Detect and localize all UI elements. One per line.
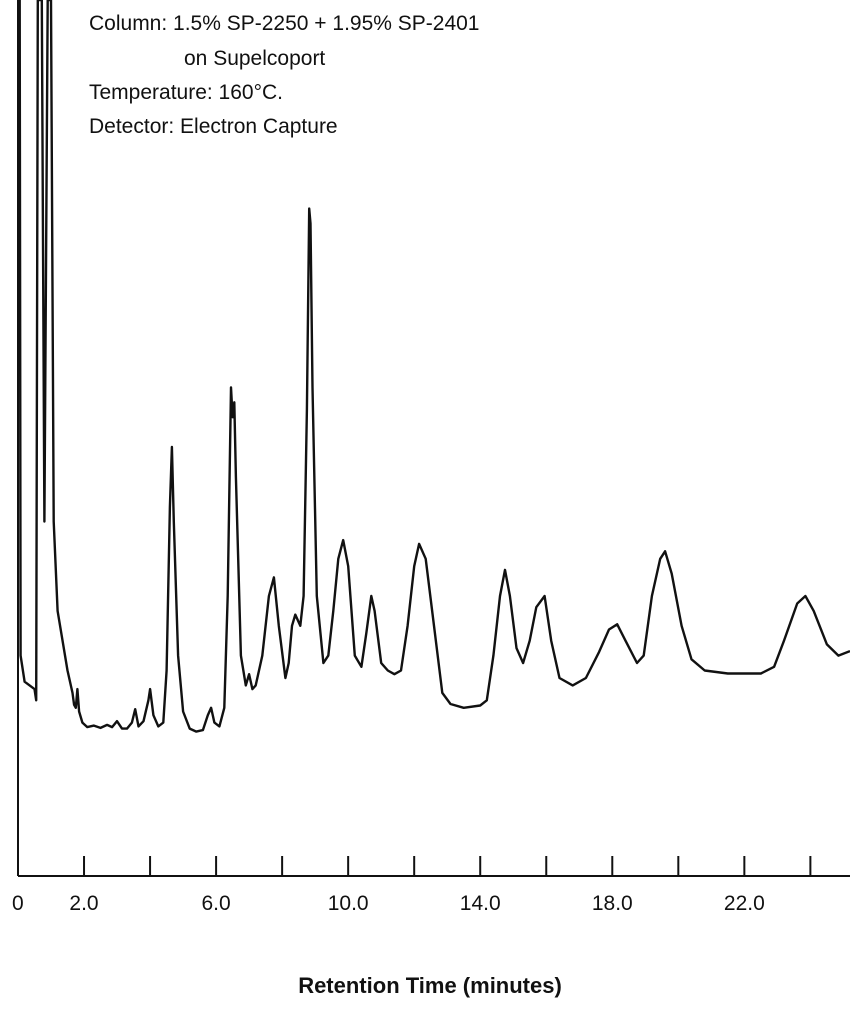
x-tick-label: 2.0 — [69, 892, 98, 915]
x-tick-label: 22.0 — [724, 892, 765, 915]
x-tick-label: 0 — [12, 892, 24, 915]
temperature-note: Temperature: 160°C. — [89, 81, 283, 104]
support-note: on Supelcoport — [184, 47, 325, 70]
x-axis-tick-labels: 0 2.0 6.0 10.0 14.0 18.0 22.0 — [12, 892, 765, 915]
x-tick-label: 10.0 — [328, 892, 369, 915]
detector-note: Detector: Electron Capture — [89, 115, 338, 138]
x-tick-label: 18.0 — [592, 892, 633, 915]
chromatogram-trace — [18, 0, 850, 733]
x-tick-label: 14.0 — [460, 892, 501, 915]
x-axis-title: Retention Time (minutes) — [298, 973, 562, 998]
column-note: Column: 1.5% SP-2250 + 1.95% SP-2401 — [89, 12, 480, 35]
x-axis-ticks — [17, 856, 812, 876]
method-notes: Column: 1.5% SP-2250 + 1.95% SP-2401 on … — [89, 12, 480, 138]
x-tick-label: 6.0 — [201, 892, 230, 915]
